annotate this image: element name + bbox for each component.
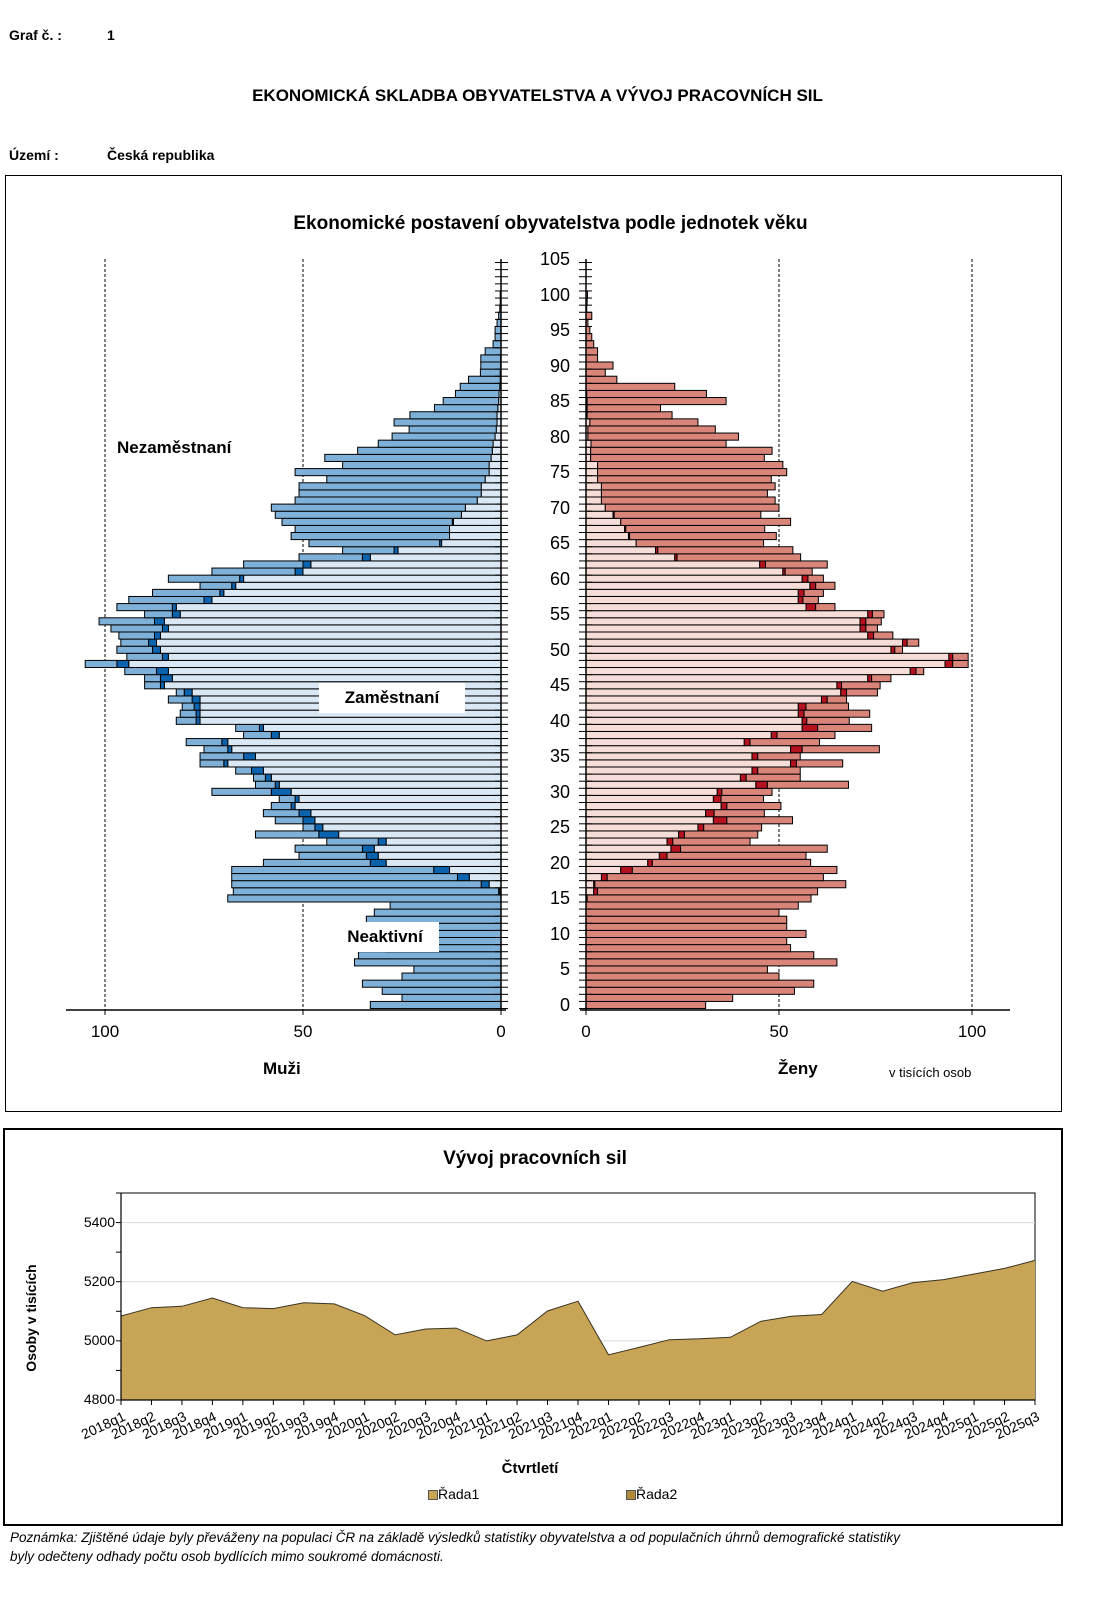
men-tick-100: 100 <box>90 1022 120 1041</box>
graf-label: Graf č. : <box>9 27 62 43</box>
age-tick-label: 90 <box>549 355 570 376</box>
age-tick-label: 60 <box>549 568 570 589</box>
women-bar-inactive-age-36 <box>801 745 880 754</box>
age-tick-label: 100 <box>539 284 570 305</box>
women-bar-inactive-age-31 <box>766 780 849 789</box>
age-tick-label: 65 <box>549 533 570 554</box>
women-tick-50: 50 <box>769 1022 789 1041</box>
men-bar-inactive-age-24 <box>254 830 320 839</box>
territory-label: Území : <box>9 147 59 163</box>
women-tick-100: 100 <box>957 1022 987 1041</box>
age-tick-label: 0 <box>559 995 570 1015</box>
men-bar-inactive-age-62 <box>243 560 304 569</box>
legend-item-rada2[interactable]: Řada2 <box>626 1486 677 1502</box>
labour-ylabel: Osoby v tisících <box>23 1264 39 1372</box>
legend-item-rada1[interactable]: Řada1 <box>428 1486 479 1502</box>
women-bar-inactive-age-34 <box>795 759 844 768</box>
unit-label: v tisících osob <box>889 1065 972 1080</box>
age-tick-label: 95 <box>549 320 570 341</box>
territory-value: Česká republika <box>107 147 215 163</box>
age-tick-label: 20 <box>549 852 570 873</box>
legend-swatch-rada2 <box>626 1490 636 1501</box>
women-bar-inactive-age-52 <box>873 631 894 640</box>
women-bar-inactive-age-56 <box>815 603 836 612</box>
women-bar-inactive-age-60 <box>807 574 824 583</box>
legend-swatch-rada1 <box>428 1490 438 1501</box>
labour-xlabel: Čtvrtletí <box>501 1460 559 1477</box>
women-bar-inactive-age-55 <box>871 610 885 619</box>
women-bar-inactive-age-51 <box>906 638 920 647</box>
men-bar-inactive-age-60 <box>167 574 241 583</box>
age-tick-label: 85 <box>549 391 570 412</box>
age-tick-label: 30 <box>549 781 570 802</box>
legend-label-rada1: Řada1 <box>438 1486 480 1502</box>
men-bar-inactive-age-63 <box>298 553 363 562</box>
legend-label-rada2: Řada2 <box>636 1486 678 1502</box>
labour-area-rada1 <box>121 1260 1035 1400</box>
age-tick-label: 105 <box>539 248 570 269</box>
age-tick-label: 80 <box>549 426 570 447</box>
labour-line-rada1 <box>120 1259 1036 1356</box>
age-tick-label: 70 <box>549 497 570 518</box>
men-bar-inactive-age-54 <box>98 617 155 626</box>
age-tick-label: 10 <box>549 923 570 944</box>
footnote-line-2: byly odečteny odhady počtu osob bydlícíc… <box>10 1549 444 1564</box>
labour-title: Vývoj pracovních sil <box>443 1148 627 1169</box>
age-tick-label: 15 <box>549 888 570 909</box>
age-tick-label: 35 <box>549 746 570 767</box>
women-tick-0: 0 <box>581 1022 591 1041</box>
graf-number: 1 <box>107 27 115 43</box>
age-tick-label: 50 <box>549 639 570 660</box>
men-tick-50: 50 <box>293 1022 313 1041</box>
age-tick-label: 40 <box>549 710 570 731</box>
annotation-employed: Zaměstnaní <box>319 683 465 713</box>
men-bar-inactive-age-58 <box>152 588 221 597</box>
age-tick-label: 45 <box>549 675 570 696</box>
labour-y-tick-label: 5000 <box>83 1331 115 1348</box>
women-bar-inactive-age-59 <box>815 581 836 590</box>
annotation-unemployed: Nezaměstnaní <box>117 438 232 457</box>
men-bar-inactive-age-37 <box>185 738 223 747</box>
women-label: Ženy <box>778 1059 818 1078</box>
main-title: EKONOMICKÁ SKLADBA OBYVATELSTVA A VÝVOJ … <box>252 86 823 105</box>
labour-y-tick-label: 5200 <box>83 1272 115 1289</box>
footnote-line-1: Poznámka: Zjištěné údaje byly převáženy … <box>10 1530 900 1545</box>
age-tick-label: 5 <box>559 959 570 980</box>
labour-y-tick-label: 4800 <box>83 1391 115 1407</box>
age-tick-label: 75 <box>549 462 570 483</box>
age-tick-label: 55 <box>549 604 570 625</box>
women-bar-inactive-age-49 <box>952 652 969 661</box>
pyramid-title: Ekonomické postavení obyvatelstva podle … <box>293 213 808 234</box>
men-label: Muži <box>263 1059 301 1078</box>
men-bar-inactive-age-48 <box>84 659 118 669</box>
men-bar-inactive-age-30 <box>211 787 272 796</box>
women-bar-inactive-age-22 <box>680 844 828 853</box>
men-tick-0: 0 <box>496 1022 506 1041</box>
labour-y-tick-label: 5400 <box>83 1213 115 1230</box>
annotation-inactive: Neaktivní <box>331 922 439 952</box>
age-tick-label: 25 <box>549 817 570 838</box>
